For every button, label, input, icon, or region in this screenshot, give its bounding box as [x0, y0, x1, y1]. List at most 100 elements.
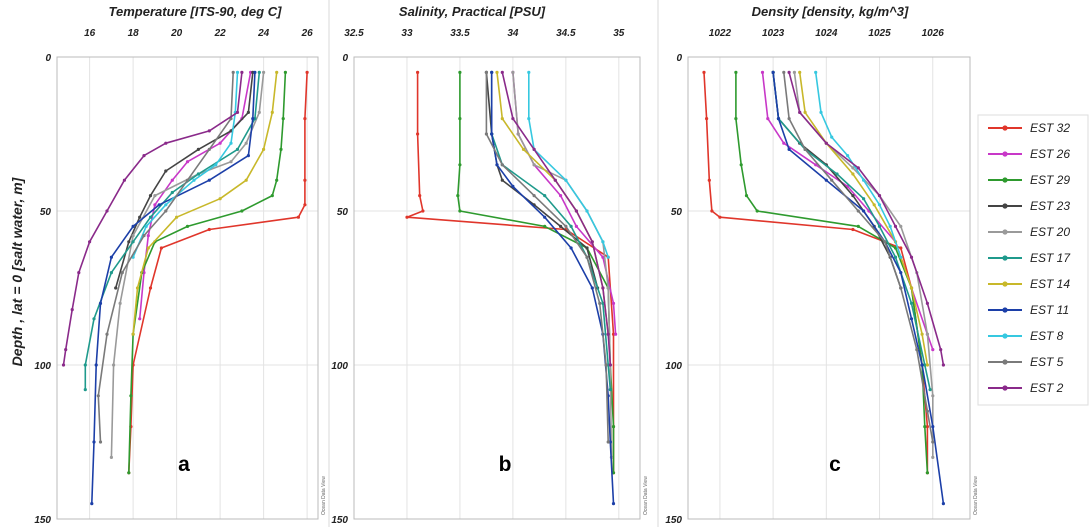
data-point — [532, 194, 536, 198]
data-point — [705, 117, 709, 121]
data-point — [608, 388, 612, 392]
series-line — [798, 72, 929, 366]
series-line — [772, 72, 931, 390]
data-point — [888, 224, 892, 228]
data-point — [500, 178, 504, 182]
x-tick-label: 32.5 — [344, 28, 364, 39]
series-line — [128, 72, 287, 473]
data-point — [490, 70, 494, 74]
data-point — [70, 308, 74, 312]
data-point — [109, 455, 113, 459]
data-point — [98, 301, 103, 305]
data-point — [899, 286, 903, 290]
data-point — [516, 132, 520, 136]
data-point — [601, 255, 605, 259]
data-point — [941, 363, 946, 367]
data-point — [275, 178, 279, 182]
data-point — [893, 224, 898, 228]
data-point — [500, 70, 504, 74]
data-point — [824, 178, 828, 182]
data-point — [923, 425, 927, 429]
x-tick-label: 26 — [301, 28, 314, 39]
legend-box — [977, 114, 1089, 406]
data-point — [207, 178, 211, 182]
data-point — [484, 70, 488, 74]
data-point — [760, 70, 765, 74]
data-point — [830, 135, 834, 139]
panel-temperature: Temperature [ITS-90, deg C] 16 18 20 22 24 26… — [34, 4, 327, 526]
data-point — [207, 227, 211, 232]
data-point — [511, 117, 515, 121]
data-point — [105, 209, 109, 213]
data-point — [244, 178, 248, 182]
data-point — [279, 147, 283, 151]
x-tick-label: 34.5 — [556, 28, 576, 39]
legend-label: EST 8 — [1030, 329, 1064, 343]
series-line — [783, 72, 934, 443]
data-point — [251, 117, 255, 121]
data-point — [893, 246, 898, 250]
legend: EST 32 EST 26 EST 29 EST 23 EST 20 EST 17 EST … — [977, 114, 1089, 406]
data-point — [899, 255, 903, 259]
data-point — [142, 234, 146, 238]
series-line — [62, 72, 243, 366]
data-point — [303, 178, 307, 182]
data-point — [824, 141, 828, 145]
data-point — [606, 255, 610, 259]
data-point — [920, 332, 924, 336]
data-point — [458, 163, 462, 167]
data-point — [105, 332, 109, 336]
data-point — [214, 163, 218, 167]
data-point — [135, 286, 140, 290]
legend-marker — [1002, 151, 1008, 157]
data-point — [835, 172, 839, 176]
legend-label: EST 32 — [1030, 121, 1070, 135]
data-point — [590, 286, 594, 290]
data-point — [606, 332, 610, 336]
data-point — [192, 178, 196, 182]
x-tick-label: 1022 — [709, 28, 732, 39]
data-point — [138, 215, 142, 219]
data-point — [819, 110, 823, 114]
data-point — [185, 178, 190, 182]
data-point — [846, 154, 850, 158]
data-point — [92, 440, 96, 444]
data-point — [246, 110, 250, 114]
x-tick-label: 1023 — [762, 28, 785, 39]
legend-marker — [1002, 333, 1008, 339]
data-point — [527, 117, 531, 121]
data-point — [421, 209, 425, 213]
data-point — [614, 332, 618, 336]
data-point — [129, 394, 133, 398]
data-point — [112, 363, 116, 367]
data-point — [159, 246, 163, 250]
data-point — [131, 332, 135, 336]
x-tick-label: 16 — [84, 28, 96, 39]
data-point — [244, 141, 248, 145]
data-point — [98, 440, 103, 444]
x-tick-label: 35 — [613, 28, 625, 39]
legend-label: EST 14 — [1030, 277, 1070, 291]
data-point — [604, 363, 608, 367]
plot-frame — [687, 56, 971, 520]
data-point — [500, 117, 504, 121]
data-point — [92, 317, 96, 321]
y-tick-label: 100 — [331, 361, 348, 372]
data-point — [569, 224, 573, 228]
y-axis-label: Depth , lat = 0 [salt water, m] — [9, 176, 25, 366]
data-point — [559, 194, 563, 198]
data-point — [707, 178, 711, 182]
data-point — [925, 425, 930, 429]
data-point — [585, 209, 589, 213]
data-point — [253, 70, 257, 74]
series-line — [772, 72, 902, 289]
legend-label: EST 20 — [1030, 225, 1070, 239]
data-point — [899, 246, 903, 250]
data-point — [170, 178, 174, 182]
y-tick-label: 100 — [34, 361, 51, 372]
data-point — [925, 363, 930, 367]
panel-label: c — [829, 453, 841, 476]
data-point — [164, 169, 168, 173]
data-point — [739, 163, 743, 167]
data-point — [148, 215, 153, 219]
